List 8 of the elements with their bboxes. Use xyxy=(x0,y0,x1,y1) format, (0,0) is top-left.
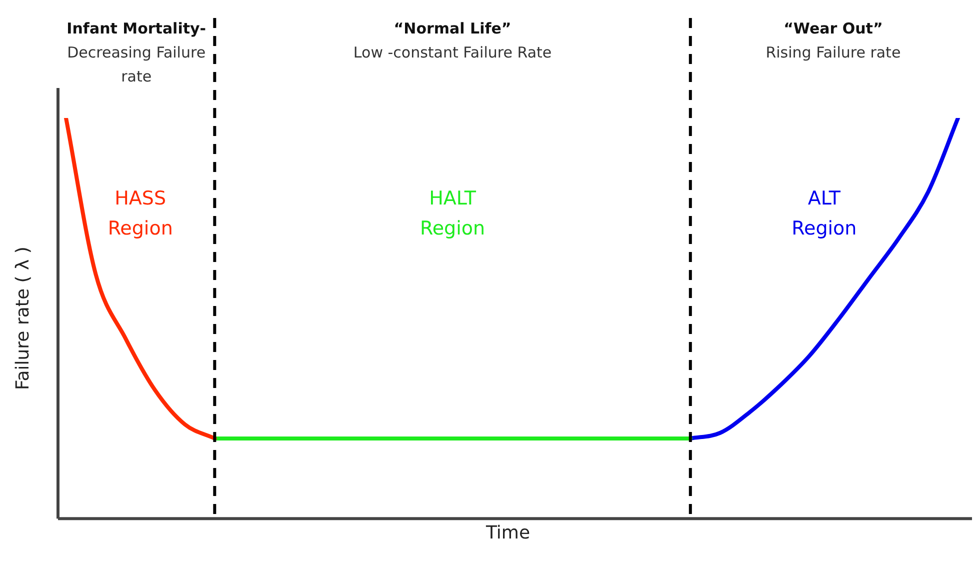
text: “Wear Out” Rising Failure rate xyxy=(766,19,901,62)
series-label: ALT Region xyxy=(792,188,857,240)
text: Infant Mortality- Decreasing Failure rate xyxy=(66,19,206,86)
text: HALT Region xyxy=(420,188,486,240)
text: “Normal Life” Low -constant Failure Rate xyxy=(353,19,552,62)
x-axis-title: Time xyxy=(484,522,530,544)
series-label: HASS Region xyxy=(108,188,173,240)
y-axis-title: Failure rate ( λ ) xyxy=(12,246,34,390)
